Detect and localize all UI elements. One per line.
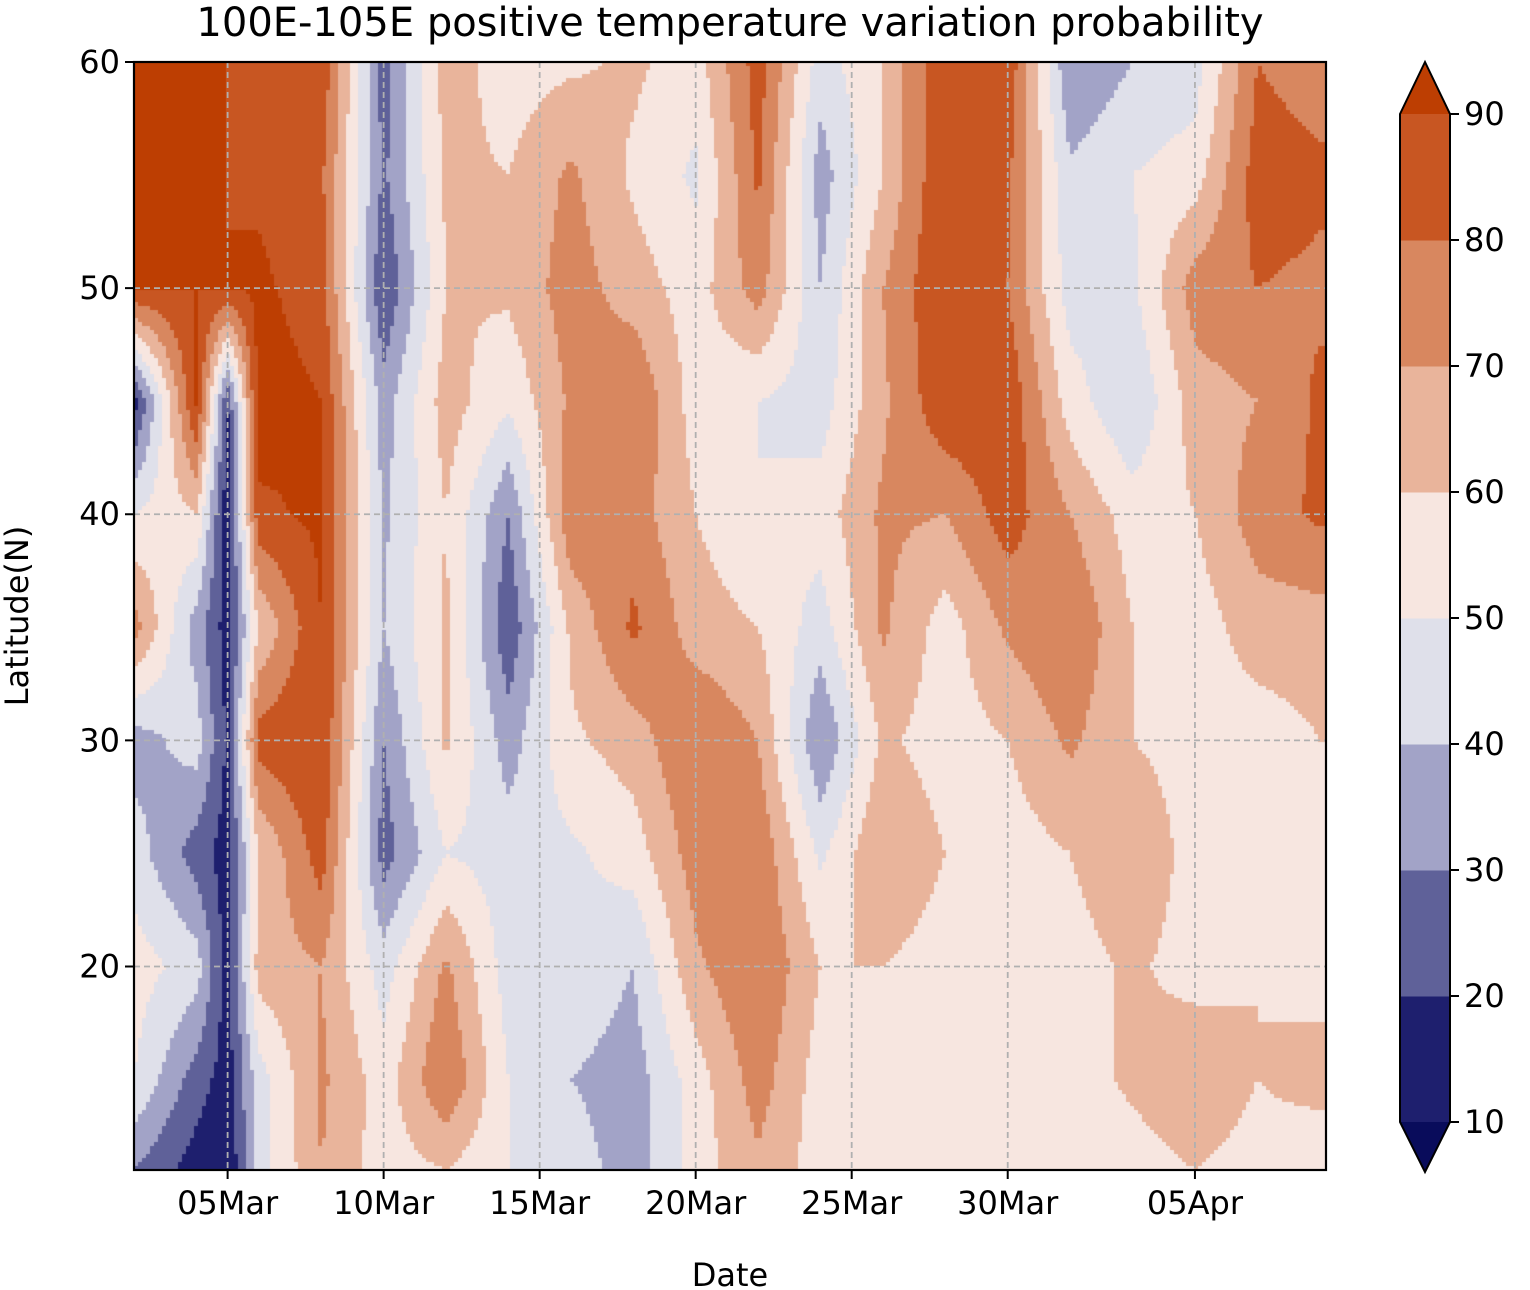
x-tick-label-20Mar: 20Mar <box>645 1184 747 1222</box>
x-axis-label: Date <box>692 1256 768 1290</box>
colorbar-band-60-70 <box>1400 366 1450 493</box>
colorbar-band-20-30 <box>1400 870 1450 997</box>
y-tick-label-50: 50 <box>79 269 120 307</box>
plot-area: 05Mar 10Mar 15Mar 20Mar 25Mar 30Mar 05Apr 20 30… <box>79 43 1328 1222</box>
x-tick-label-10Mar: 10Mar <box>333 1184 435 1222</box>
x-tick-label-05Apr: 05Apr <box>1147 1184 1244 1222</box>
y-tick-label-30: 30 <box>79 721 120 759</box>
colorbar-extend-over <box>1400 62 1450 114</box>
chart-title: 100E-105E positive temperature variation… <box>196 0 1263 46</box>
y-axis: 20 30 40 50 60 <box>79 43 134 985</box>
colorbar-tick-label-60: 60 <box>1464 473 1505 511</box>
colorbar-tick-label-70: 70 <box>1464 347 1505 385</box>
y-tick-label-20: 20 <box>79 947 120 985</box>
colorbar-band-80-90 <box>1400 114 1450 241</box>
colorbar-extend-under <box>1400 1122 1450 1172</box>
colorbar-band-40-50 <box>1400 618 1450 745</box>
colorbar-band-10-20 <box>1400 996 1450 1123</box>
y-axis-label: Latitude(N) <box>0 526 36 707</box>
colorbar-tick-label-50: 50 <box>1464 599 1505 637</box>
y-tick-label-40: 40 <box>79 495 120 533</box>
colorbar-tick-label-40: 40 <box>1464 725 1505 763</box>
x-tick-label-30Mar: 30Mar <box>957 1184 1059 1222</box>
colorbar-tick-label-20: 20 <box>1464 977 1505 1015</box>
x-tick-label-05Mar: 05Mar <box>177 1184 279 1222</box>
colorbar-tick-label-10: 10 <box>1464 1103 1505 1141</box>
x-tick-label-25Mar: 25Mar <box>801 1184 903 1222</box>
colorbar-tick-label-90: 90 <box>1464 95 1505 133</box>
plot-frame <box>132 60 1328 1172</box>
heatmap-field <box>134 62 1326 1170</box>
contour-raster <box>134 62 1326 1170</box>
colorbar-band-70-80 <box>1400 240 1450 367</box>
colorbar-band-50-60 <box>1400 492 1450 619</box>
colorbar-tick-label-30: 30 <box>1464 851 1505 889</box>
colorbar-band-30-40 <box>1400 744 1450 871</box>
x-tick-label-15Mar: 15Mar <box>489 1184 591 1222</box>
colorbar: 10 20 30 40 50 60 70 80 90 <box>1399 59 1505 1175</box>
colorbar-tick-label-80: 80 <box>1464 221 1505 259</box>
x-axis: 05Mar 10Mar 15Mar 20Mar 25Mar 30Mar 05Apr <box>177 1170 1244 1222</box>
y-tick-label-60: 60 <box>79 43 120 81</box>
